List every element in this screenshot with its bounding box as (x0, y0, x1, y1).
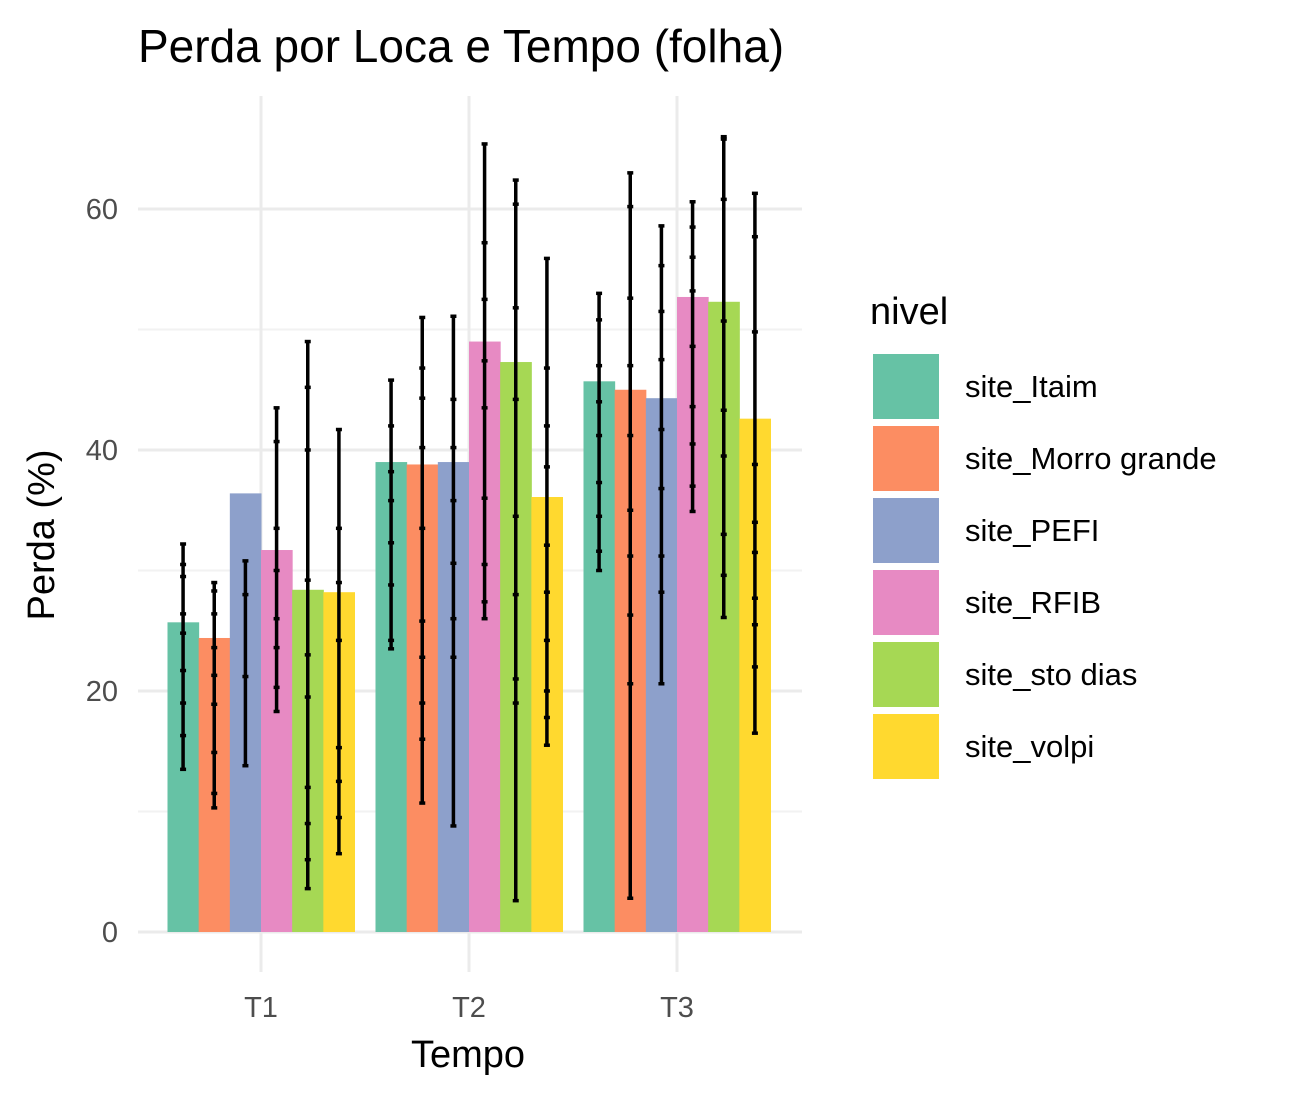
legend-label: site_volpi (965, 729, 1094, 764)
x-tick-label: T3 (660, 992, 694, 1024)
x-axis-title: Tempo (411, 1034, 525, 1076)
legend-swatch (873, 570, 939, 635)
legend-title: nivel (870, 291, 948, 333)
legend-label: site_PEFI (965, 513, 1099, 548)
x-tick-label: T1 (244, 992, 278, 1024)
x-tick-label: T2 (452, 992, 486, 1024)
legend-swatch (873, 354, 939, 419)
x-axis-ticks: T1 T2 T3 (244, 992, 694, 1024)
legend-swatch (873, 498, 939, 563)
y-tick-label: 20 (86, 676, 118, 708)
y-axis-title: Perda (%) (21, 449, 63, 620)
legend: nivel site_Itaim site_Morro grande site_PE… (870, 291, 1217, 779)
legend-swatch (873, 426, 939, 491)
legend-swatch (873, 714, 939, 779)
legend-swatch (873, 642, 939, 707)
y-tick-label: 0 (102, 917, 118, 949)
chart-title: Perda por Loca e Tempo (folha) (138, 20, 784, 72)
legend-label: site_Itaim (965, 369, 1098, 404)
bars (167, 296, 771, 933)
y-tick-label: 40 (86, 435, 118, 467)
legend-label: site_sto dias (965, 657, 1137, 692)
y-tick-label: 60 (86, 194, 118, 226)
y-axis-ticks: 0 20 40 60 (86, 194, 118, 949)
legend-label: site_Morro grande (965, 441, 1217, 476)
error-bars (180, 134, 758, 903)
legend-label: site_RFIB (965, 585, 1101, 620)
